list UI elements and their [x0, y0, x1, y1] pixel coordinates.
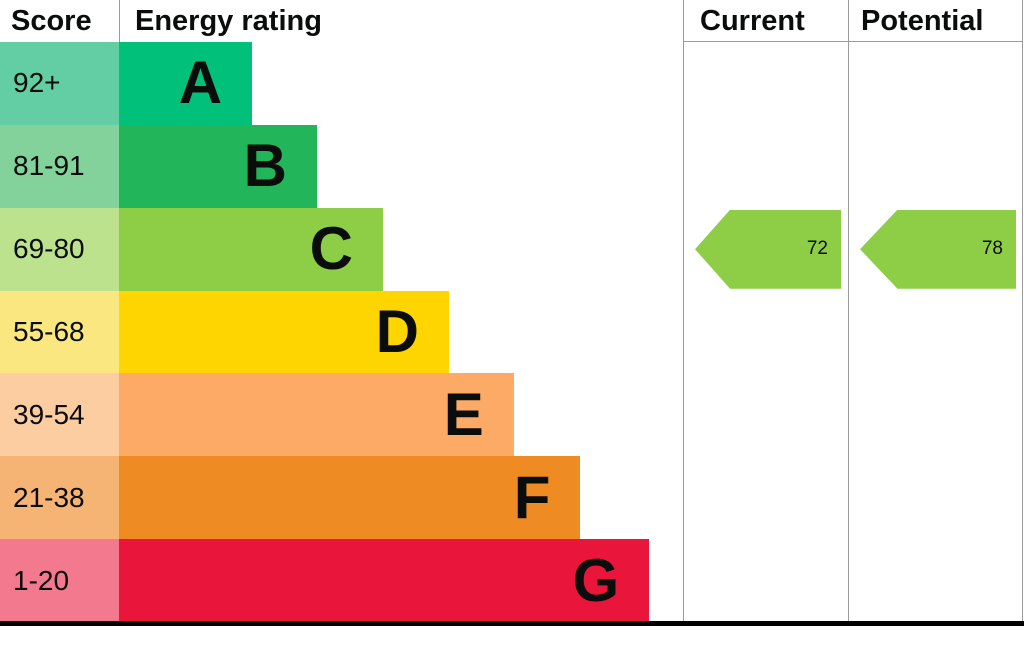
current-column: 72 — [684, 42, 848, 622]
band-row-g: 1-20 G — [0, 539, 683, 623]
rating-letter: A — [178, 49, 223, 117]
score-range: 81-91 — [0, 124, 119, 208]
current-rating-value: 72 — [806, 238, 828, 260]
band-row-c: 69-80 C — [0, 207, 683, 291]
rating-bar-e: E — [119, 373, 514, 457]
rating-bar-d: D — [119, 290, 449, 374]
score-range: 92+ — [0, 42, 119, 125]
rating-letter: E — [443, 380, 484, 448]
band-row-d: 55-68 D — [0, 290, 683, 374]
potential-rating-arrow: 78 — [860, 209, 1016, 289]
band-row-b: 81-91 B — [0, 124, 683, 208]
chart-header: Score Energy rating Current Potential — [0, 0, 1024, 42]
rating-bands: 92+ A 81-91 B 69-80 C 55-68 D 39-54 E 21… — [0, 42, 683, 623]
header-underline — [683, 41, 1023, 42]
score-range: 69-80 — [0, 207, 119, 291]
right-border — [1022, 0, 1023, 622]
current-column-divider — [683, 0, 684, 622]
rating-letter: G — [572, 546, 620, 614]
score-range: 55-68 — [0, 290, 119, 374]
header-energy-rating-label: Energy rating — [135, 4, 322, 37]
rating-bar-a: A — [119, 42, 253, 125]
band-row-a: 92+ A — [0, 42, 683, 125]
header-current-label: Current — [700, 4, 805, 37]
rating-bar-b: B — [119, 124, 317, 208]
rating-letter: B — [243, 132, 287, 200]
rating-letter: F — [513, 463, 551, 531]
rating-letter: C — [309, 215, 353, 283]
potential-column: 78 — [849, 42, 1023, 622]
score-range: 1-20 — [0, 539, 119, 623]
header-potential-label: Potential — [861, 4, 984, 37]
header-score-label: Score — [11, 4, 92, 37]
score-column-divider — [119, 0, 120, 42]
band-row-e: 39-54 E — [0, 373, 683, 457]
potential-column-divider — [848, 0, 849, 622]
current-rating-arrow: 72 — [695, 209, 841, 289]
score-range: 21-38 — [0, 456, 119, 540]
rating-bar-c: C — [119, 207, 383, 291]
rating-letter: D — [375, 298, 419, 365]
bottom-border — [0, 621, 1024, 626]
rating-bar-g: G — [119, 539, 650, 623]
rating-bar-f: F — [119, 456, 581, 540]
score-range: 39-54 — [0, 373, 119, 457]
band-row-f: 21-38 F — [0, 456, 683, 540]
potential-rating-value: 78 — [981, 238, 1003, 260]
